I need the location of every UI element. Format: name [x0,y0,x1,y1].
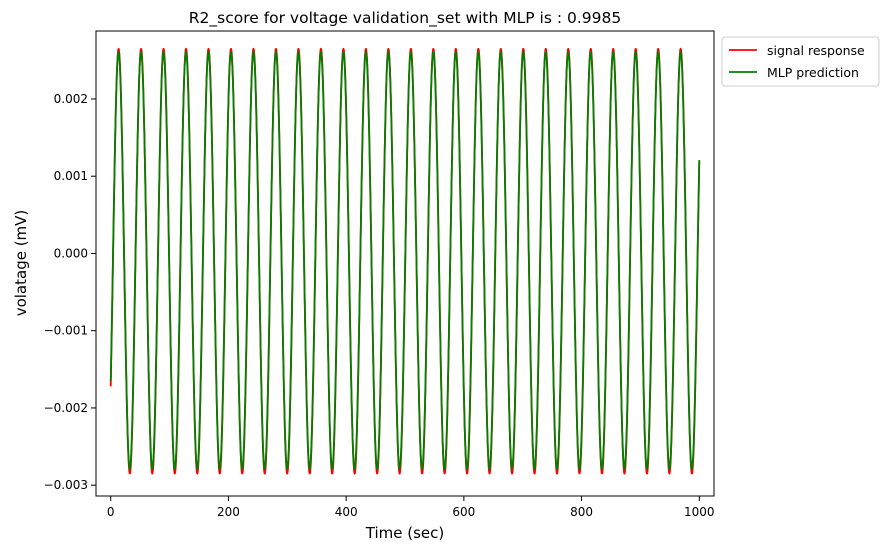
x-tick-label: 600 [452,505,475,519]
x-axis-label: Time (sec) [365,524,444,542]
x-tick-label: 1000 [684,505,715,519]
axes-frame [95,30,715,497]
y-tick-label: −0.003 [44,478,88,492]
x-tick-label: 400 [335,505,358,519]
y-tick-label: −0.001 [44,324,88,338]
plot-area [95,30,715,497]
y-tick-label: −0.002 [44,401,88,415]
y-tick-label: 0.000 [54,246,88,260]
legend: signal response MLP prediction [721,36,880,87]
x-axis-ticks: 0 200 400 600 800 1000 [107,496,715,519]
legend-label-signal-response: signal response [767,43,865,58]
x-tick-label: 800 [570,505,593,519]
legend-box [721,36,880,87]
x-tick-label: 200 [217,505,240,519]
x-tick-label: 0 [107,505,115,519]
series-layer [109,47,701,475]
series-line-mlp-prediction [109,50,701,470]
y-tick-label: 0.001 [54,169,88,183]
y-tick-label: 0.002 [54,92,88,106]
y-axis-label: volatage (mV) [12,210,30,317]
chart-title: R2_score for voltage validation_set with… [189,9,622,28]
legend-label-mlp-prediction: MLP prediction [767,65,859,80]
y-axis-ticks: −0.003 −0.002 −0.001 0.000 0.001 0.002 [44,92,96,492]
